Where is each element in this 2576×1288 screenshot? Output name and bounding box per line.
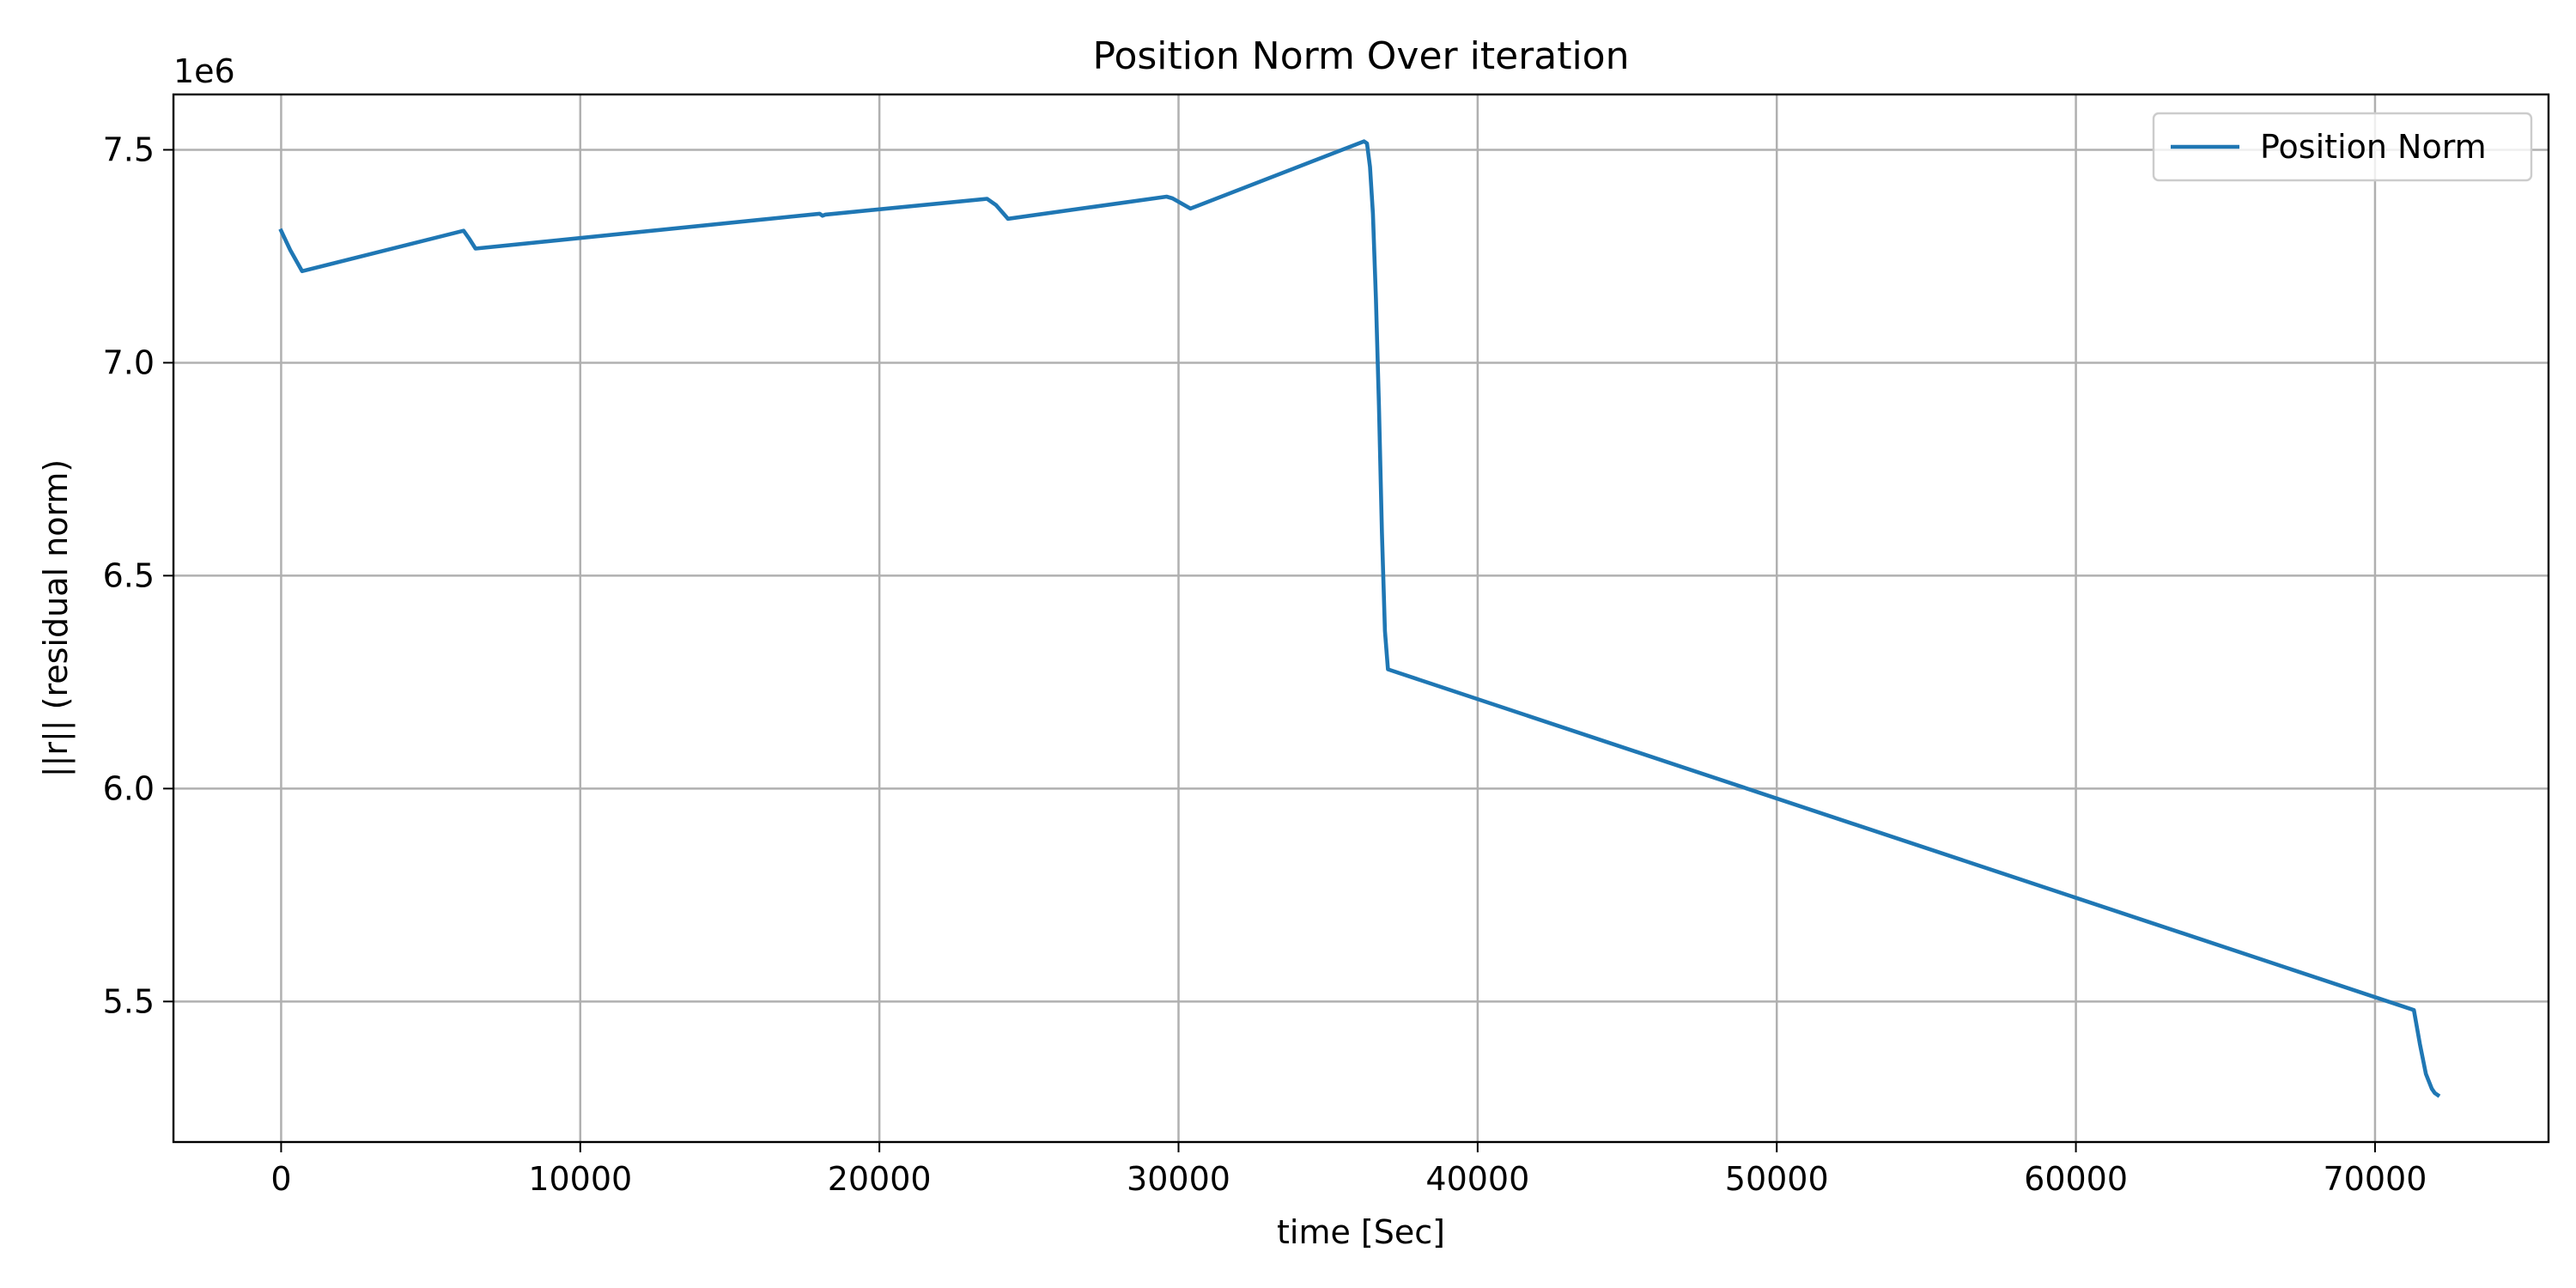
y-tick-label: 5.5 bbox=[103, 982, 155, 1020]
x-tick-label: 50000 bbox=[1725, 1160, 1829, 1198]
series-line-position-norm bbox=[278, 139, 2441, 1098]
x-tick-label: 0 bbox=[270, 1160, 291, 1198]
plot-area-frame bbox=[172, 93, 2550, 1144]
x-axis: 0 10000 20000 30000 40000 50000 60000 70000 bbox=[270, 1142, 2427, 1198]
chart-title: Position Norm Over iteration bbox=[1092, 34, 1629, 78]
y-axis-label: ||r|| (residual norm) bbox=[37, 459, 76, 778]
y-tick-label: 7.5 bbox=[103, 131, 155, 168]
y-axis: 5.5 6.0 6.5 7.0 7.5 bbox=[103, 131, 173, 1020]
x-tick-label: 10000 bbox=[528, 1160, 632, 1198]
x-tick-label: 60000 bbox=[2024, 1160, 2128, 1198]
y-tick-label: 7.0 bbox=[103, 343, 155, 381]
y-tick-label: 6.5 bbox=[103, 556, 155, 594]
legend: Position Norm bbox=[2152, 112, 2533, 182]
x-tick-label: 40000 bbox=[1425, 1160, 1529, 1198]
y-grid-lines bbox=[173, 149, 2549, 1003]
y-axis-offset-label: 1e6 bbox=[173, 52, 235, 90]
x-tick-label: 30000 bbox=[1127, 1160, 1230, 1198]
x-grid-lines bbox=[280, 94, 2377, 1142]
legend-label-position-norm: Position Norm bbox=[2260, 128, 2487, 166]
x-tick-label: 70000 bbox=[2324, 1160, 2427, 1198]
legend-box bbox=[2152, 112, 2533, 182]
x-tick-label: 20000 bbox=[828, 1160, 932, 1198]
y-tick-label: 6.0 bbox=[103, 769, 155, 807]
grid bbox=[173, 94, 2549, 1142]
x-axis-label: time [Sec] bbox=[1277, 1213, 1445, 1251]
